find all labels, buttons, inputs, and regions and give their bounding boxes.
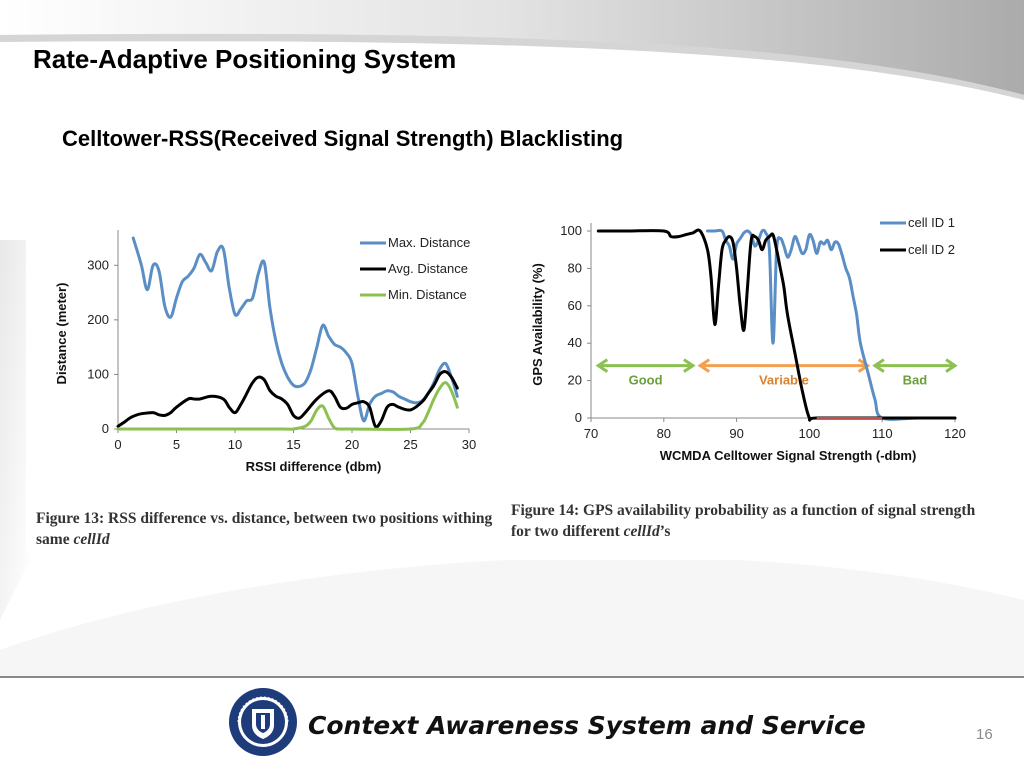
y-tick-label: 20 [568,373,582,388]
series-line-cell-id-1 [706,228,957,421]
x-tick-label: 10 [228,437,242,452]
y-tick-label: 60 [568,298,582,313]
university-logo [229,688,297,756]
x-tick-label: 5 [173,437,180,452]
figure-14-caption-emph: cellId [623,523,660,540]
x-tick-label: 100 [799,426,821,441]
series-line-cell-id-2 [596,228,957,422]
footer-divider [0,676,1024,678]
y-tick-label: 200 [87,312,109,327]
figure-13-caption-text: Figure 13: RSS difference vs. distance, … [36,510,493,548]
figure-14-caption: Figure 14: GPS availability probability … [511,500,996,542]
x-tick-label: 70 [584,426,598,441]
range-arrow-head-left [595,358,609,373]
range-label: Variable [759,373,809,388]
y-axis-label: GPS Availability (%) [530,263,545,386]
range-arrow-head-right [683,358,696,373]
x-tick-label: 20 [345,437,359,452]
chart-gps-availability: 70 80 90 100 110 120 0 20 40 60 80 100 WCMDA Celltow… [530,215,966,463]
legend-label: Avg. Distance [388,261,468,276]
range-arrow-head-left [697,358,711,373]
x-tick-label: 90 [729,426,743,441]
series-line-min-distance [116,381,459,431]
series-line-max-distance [131,236,459,423]
legend-label: cell ID 1 [908,215,955,230]
y-tick-label: 40 [568,335,582,350]
slide-title: Rate-Adaptive Positioning System [33,44,457,74]
y-tick-label: 80 [568,260,582,275]
x-tick-label: 30 [462,437,476,452]
legend-label: Max. Distance [388,235,470,250]
y-axis-label: Distance (meter) [54,283,69,385]
x-tick-label: 120 [944,426,966,441]
range-arrow-head-right [945,358,958,373]
y-tick-label: 300 [87,257,109,272]
figure-14-caption-tail: ’s [659,523,671,540]
legend-label: cell ID 2 [908,242,955,257]
x-axis-label: RSSI difference (dbm) [246,459,382,474]
y-tick-label: 100 [560,223,582,238]
x-tick-label: 110 [872,426,893,441]
page-number: 16 [976,726,993,743]
range-annotation-good: Good [595,358,696,388]
figure-13-caption-emph: cellId [73,531,110,548]
x-tick-label: 15 [286,437,300,452]
figure-13: 0 5 10 15 20 25 30 0 100 200 300 RSSI difference (d… [26,213,500,553]
y-tick-label: 100 [87,366,109,381]
figure-14-caption-text: Figure 14: GPS availability probability … [511,502,976,540]
y-tick-label: 0 [102,421,109,436]
x-axis-label: WCMDA Celltower Signal Strength (-dbm) [660,448,917,463]
figure-14: 70 80 90 100 110 120 0 20 40 60 80 100 WCMDA Celltow… [500,213,1000,560]
figure-13-caption: Figure 13: RSS difference vs. distance, … [36,508,506,550]
x-tick-label: 80 [657,426,671,441]
slide-subtitle: Celltower-RSS(Received Signal Strength) … [62,126,624,151]
x-tick-label: 0 [114,437,121,452]
series-line-avg-distance [116,370,459,429]
footer-text: Context Awareness System and Service [308,711,866,740]
range-label: Bad [903,373,928,388]
range-label: Good [629,373,663,388]
range-annotation-variable: Variable [697,358,871,388]
legend-label: Min. Distance [388,287,467,302]
range-arrow-head-left [872,358,885,373]
x-tick-label: 25 [403,437,417,452]
range-annotation-bad: Bad [872,358,958,388]
y-tick-label: 0 [575,410,582,425]
